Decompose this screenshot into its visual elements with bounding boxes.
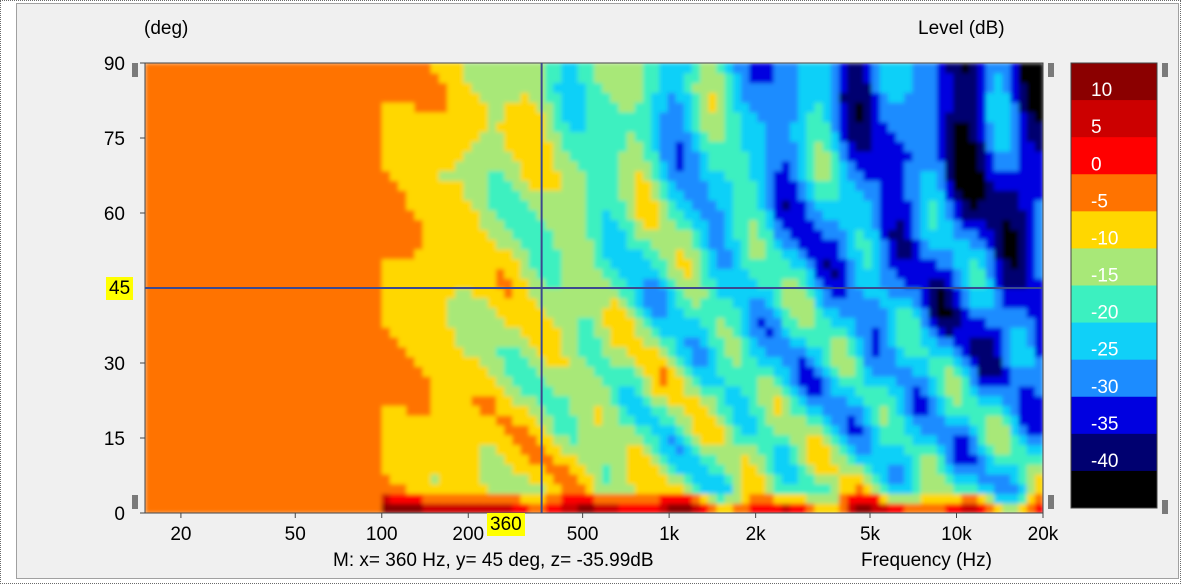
x-axis-label: Frequency (Hz) [861,550,992,571]
colorbar-swatch [1071,137,1157,175]
top-right-handle[interactable] [1048,63,1054,77]
x-tick-label: 5k [860,524,881,545]
x-tick-label: 2k [746,524,767,545]
colorbar-swatch [1071,359,1157,398]
colorbar-title: Level (dB) [918,18,1005,39]
x-tick-label: 10k [941,524,972,545]
y-tick-label: 75 [104,129,125,150]
cursor-crosshair [145,63,1043,513]
colorbar-swatch [1071,470,1157,509]
bottom-left-handle[interactable] [132,495,138,509]
heatmap-cells [145,63,1043,513]
cursor-readout: M: x= 360 Hz, y= 45 deg, z= -35.99dB [333,550,654,571]
x-tick-label: 20k [1028,524,1059,545]
cursor-x-tag: 360 [487,513,525,536]
colorbar-bottom-handle[interactable] [1162,500,1168,514]
heatmap-surface [145,63,1043,513]
colorbar-border [1070,62,1158,509]
x-tick-label: 50 [285,524,306,545]
x-tick-label: 200 [452,524,484,545]
x-tick-label: 20 [170,524,191,545]
colorbar-label: -20 [1091,303,1118,324]
colorbar-label: 10 [1091,80,1112,101]
colorbar-label: -25 [1091,340,1118,361]
colorbar-swatch [1071,285,1157,324]
colorbar-swatch [1071,211,1157,249]
colorbar-label: -35 [1091,414,1118,435]
y-tick-label: 60 [104,204,125,225]
x-tick-label: 500 [567,524,599,545]
colorbar-swatch [1071,396,1157,435]
colorbar-label: 0 [1091,154,1102,175]
colorbar-label: -10 [1091,228,1118,249]
colorbar-label: 5 [1091,117,1102,138]
y-tick-label: 30 [104,354,125,375]
colorbar-swatch [1071,322,1157,361]
colorbar-label: -15 [1091,266,1118,287]
bottom-right-handle[interactable] [1048,495,1054,509]
x-axis: 20 50 100 200 500 1k 2k 5k 10k 20k [170,513,1059,545]
x-tick-label: 1k [659,524,680,545]
colorbar-top-handle[interactable] [1162,63,1168,77]
top-left-handle[interactable] [132,63,138,77]
colorbar-label: -30 [1091,377,1118,398]
colorbar-swatch [1071,63,1157,101]
colorbar: 10 5 0 -5 -10 -15 -20 -25 -30 -35 -40 [1070,62,1158,509]
colorbar-swatch [1071,174,1157,212]
colorbar-swatch [1071,248,1157,286]
y-tick-label: 90 [104,54,125,75]
colorbar-label: -40 [1091,451,1118,472]
y-tick-label: 0 [114,504,125,525]
y-axis: 0 15 30 60 75 90 [104,54,145,525]
colorbar-swatch [1071,100,1157,138]
colorbar-swatch [1071,433,1157,472]
y-tick-label: 15 [104,429,125,450]
colorbar-label: -5 [1091,191,1108,212]
x-tick-label: 100 [366,524,398,545]
cursor-y-tag: 45 [106,277,134,300]
y-unit-label: (deg) [144,18,189,39]
